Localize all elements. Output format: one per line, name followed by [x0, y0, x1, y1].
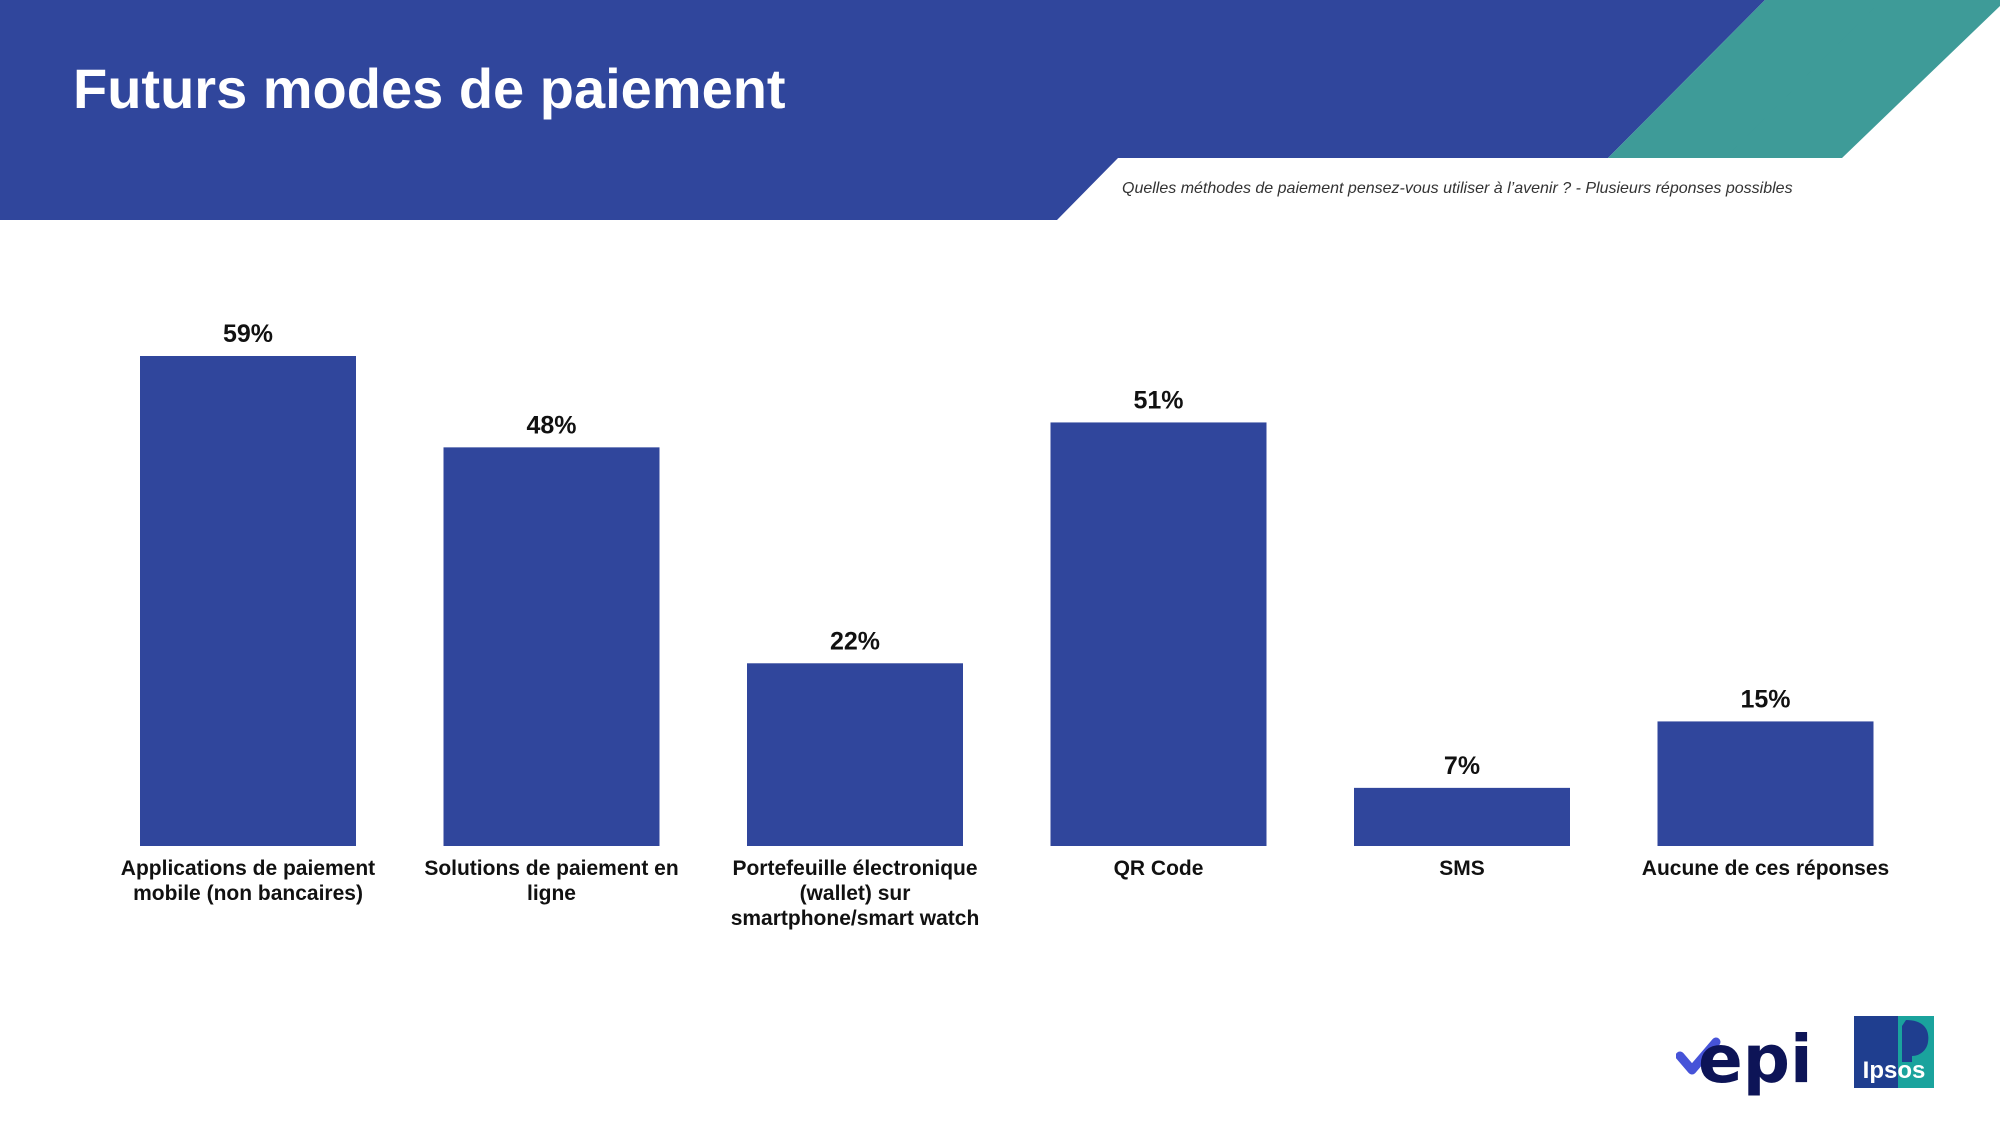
category-label-2: Solutions de paiement en ligne: [424, 857, 679, 905]
bar-2: [443, 447, 660, 846]
category-label-6: Aucune de ces réponses: [1641, 857, 1890, 880]
header-band: [0, 0, 1765, 220]
data-label-2: 48%: [526, 411, 576, 439]
category-label-3: Portefeuille électronique (wallet) sur s…: [730, 857, 980, 930]
teal-stripe-2: [1725, 0, 2000, 158]
epi-logo: epi: [1676, 1021, 1813, 1098]
category-label-5: SMS: [1439, 857, 1485, 880]
bar-4: [1050, 422, 1267, 846]
epi-check-icon: [1676, 1037, 1721, 1075]
ipsos-logo-text: Ipsos: [1863, 1057, 1926, 1084]
header-banner: [0, 0, 2000, 220]
ipsos-logo: Ipsos: [1854, 1016, 1934, 1088]
epi-logo-text: epi: [1698, 1021, 1813, 1098]
data-label-1: 59%: [223, 320, 273, 348]
teal-stripe-1: [1608, 0, 1888, 158]
category-label-1: Applications de paiement mobile (non ban…: [120, 857, 376, 905]
data-label-6: 15%: [1740, 685, 1790, 713]
bar-3: [747, 663, 963, 846]
page-title: Futurs modes de paiement: [73, 57, 786, 120]
bar-1: [140, 356, 356, 846]
category-label-4: QR Code: [1113, 857, 1204, 880]
ipsos-logo-inner: [1854, 1016, 1898, 1088]
ipsos-head-icon: [1902, 1020, 1929, 1062]
data-label-3: 22%: [830, 627, 880, 655]
data-label-4: 51%: [1133, 386, 1183, 414]
bar-6: [1657, 721, 1874, 846]
question-subtitle: Quelles méthodes de paiement pensez-vous…: [1122, 180, 1793, 197]
bar-5: [1354, 787, 1570, 846]
data-label-5: 7%: [1444, 752, 1480, 780]
